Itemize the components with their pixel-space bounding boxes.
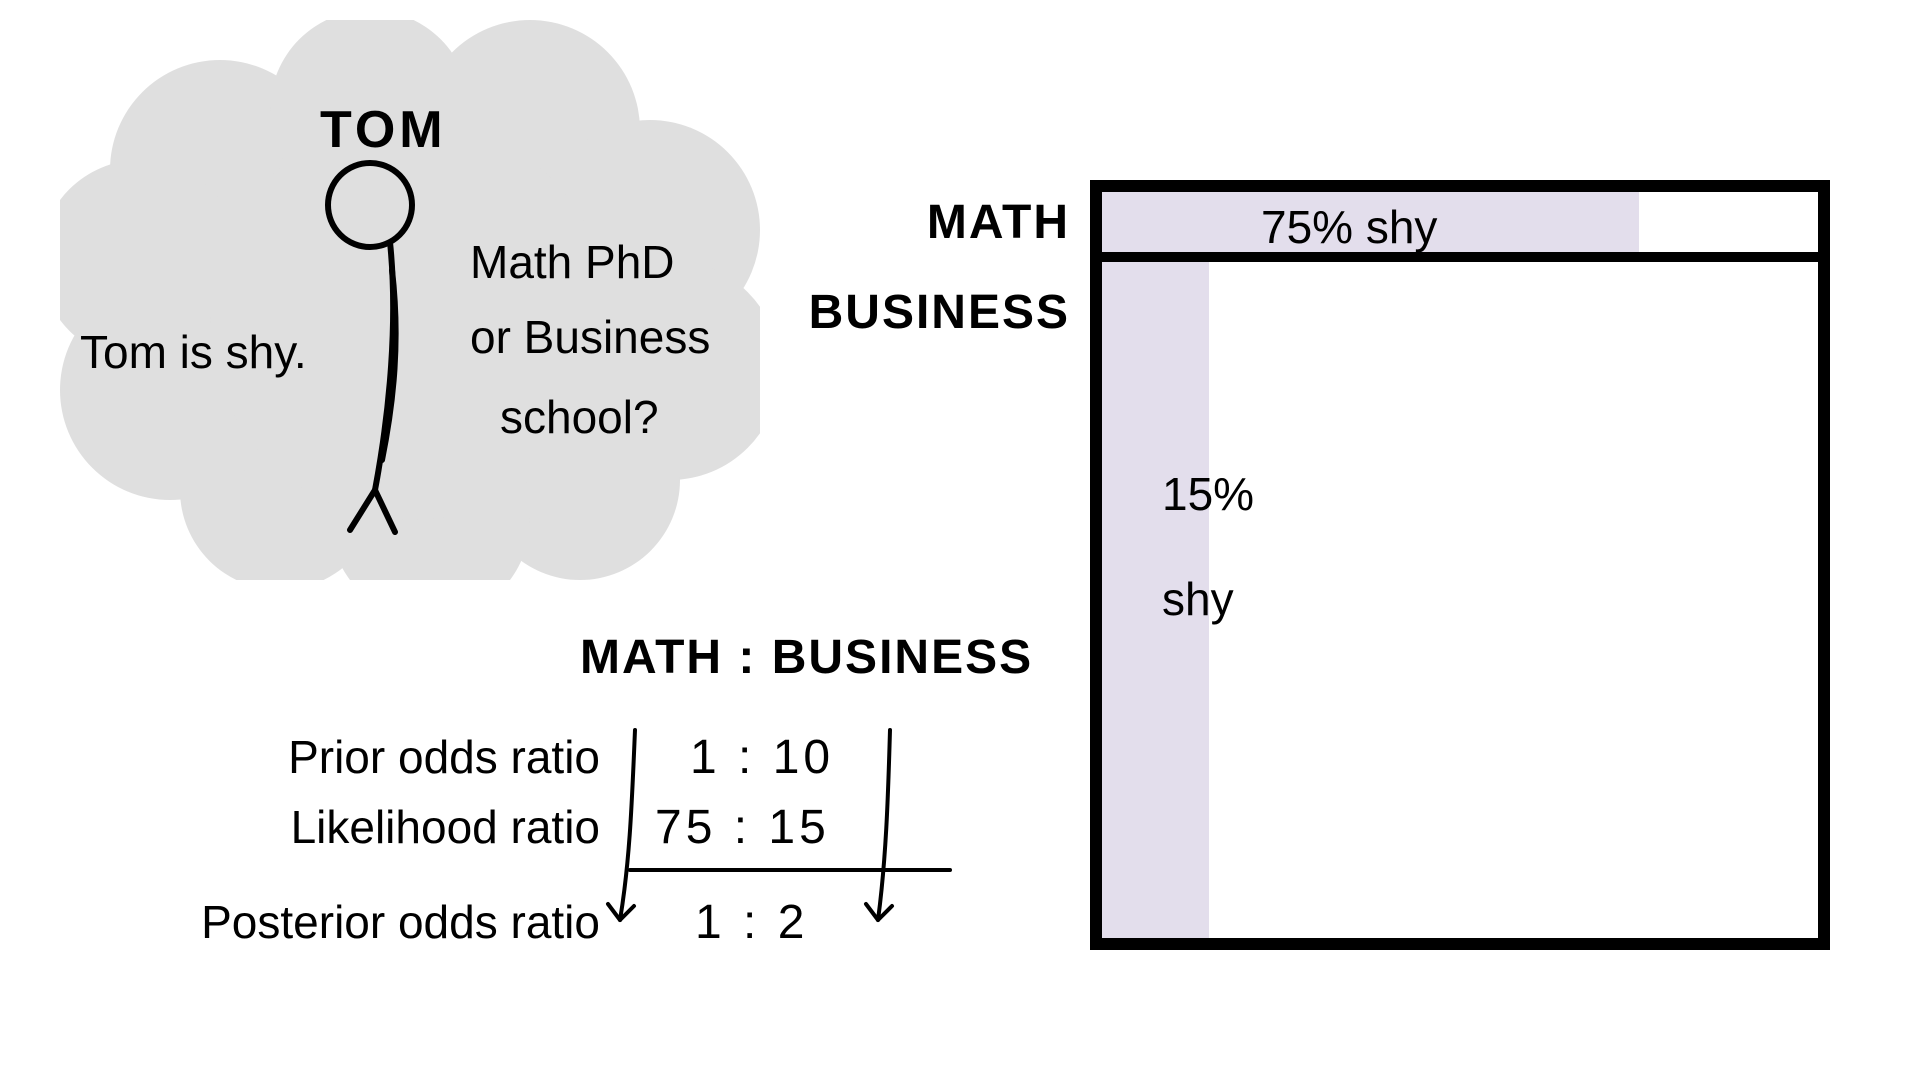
diagram-math-row: 75% shy [1102, 192, 1818, 262]
diagram-business-shy-text-2: shy [1162, 572, 1234, 626]
tom-question-line3: school? [500, 390, 659, 444]
odds-lines-icon [600, 720, 960, 960]
diagram-math-shy-text: 75% shy [1261, 200, 1437, 254]
diagram-business-label: BUSINESS [770, 285, 1070, 340]
population-diagram: 75% shy 15% shy [1090, 180, 1830, 950]
tom-question-line2: or Business [470, 310, 710, 364]
odds-likelihood-label: Likelihood ratio [130, 800, 600, 854]
odds-prior-label: Prior odds ratio [130, 730, 600, 784]
stick-figure-icon [320, 160, 440, 540]
tom-question-line1: Math PhD [470, 235, 675, 289]
tom-statement: Tom is shy. [80, 325, 307, 379]
stage: TOM Tom is shy. Math PhD or Business sch… [0, 0, 1918, 1079]
tom-name-label: TOM [320, 100, 447, 160]
odds-title: MATH : BUSINESS [580, 630, 1033, 685]
odds-posterior-label: Posterior odds ratio [130, 895, 600, 949]
diagram-business-shy-text-1: 15% [1162, 467, 1254, 521]
diagram-math-label: MATH [770, 195, 1070, 250]
